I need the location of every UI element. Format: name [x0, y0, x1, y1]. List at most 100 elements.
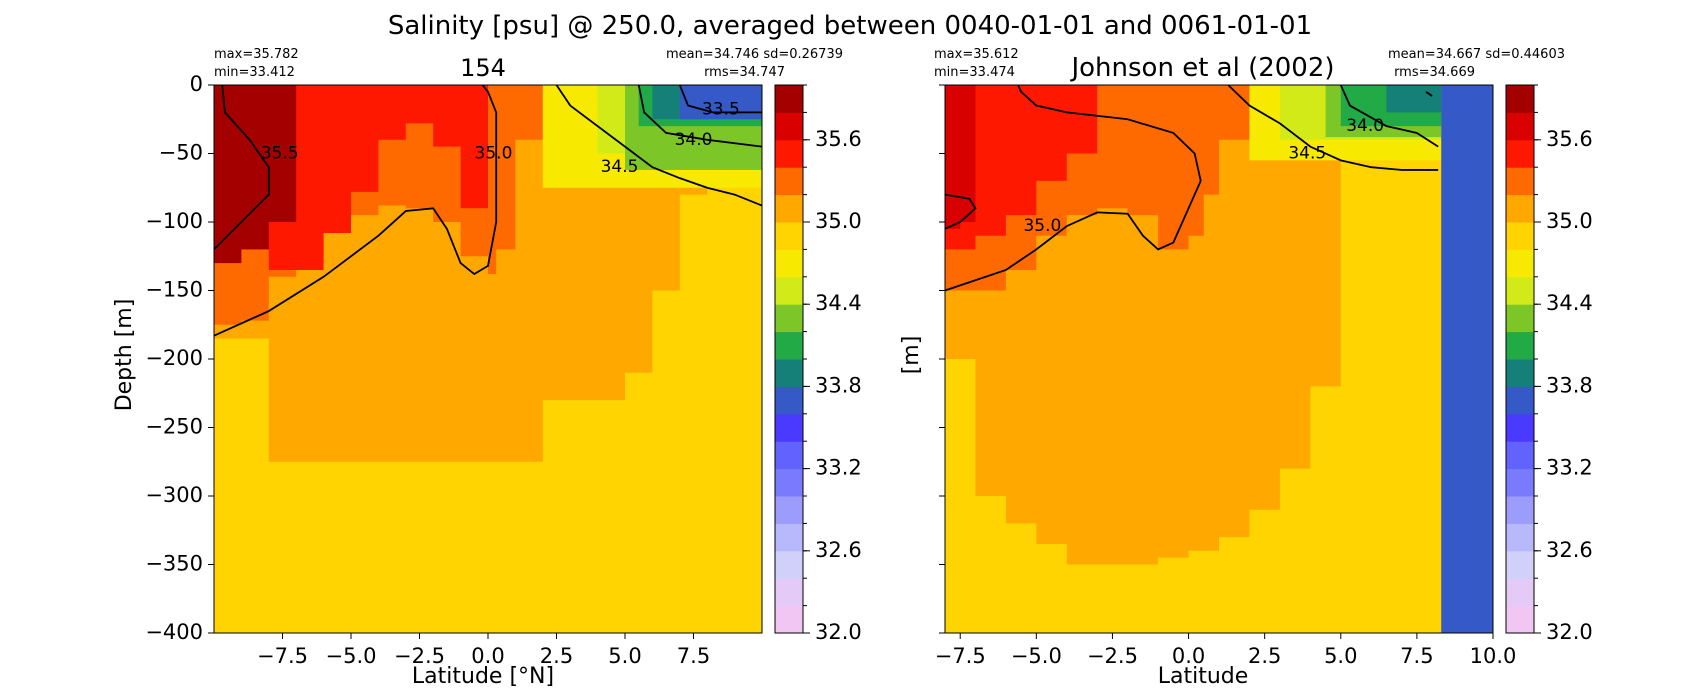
x-tick-label: 5.0 — [608, 644, 641, 668]
contour-label: 34.0 — [675, 130, 713, 150]
colorbar-swatch — [1506, 441, 1534, 470]
contour-label: 34.5 — [601, 157, 639, 177]
y-axis — [939, 84, 945, 634]
colorbar-tick-label: 34.4 — [815, 291, 862, 315]
contour-line-unlabeled — [945, 193, 977, 230]
y-tick-label: 0 — [190, 72, 203, 96]
x-tick-label: −7.5 — [257, 644, 308, 668]
y-tick-label: −100 — [145, 209, 203, 233]
contour-line-33.5 — [678, 85, 762, 114]
colorbar-tick-label: 33.8 — [1546, 373, 1593, 397]
stat-mean-sd: mean=34.667 sd=0.44603 — [1388, 47, 1565, 62]
y-tick-label: −50 — [159, 141, 203, 165]
salinity-patch-33.5 — [679, 85, 762, 120]
colorbar-swatch — [1506, 276, 1534, 305]
colorbar-swatch — [1506, 112, 1534, 141]
contour-label: 34.5 — [1288, 144, 1326, 164]
colorbar-swatch — [1506, 578, 1534, 607]
x-tick-label: 2.5 — [540, 644, 573, 668]
y-tick-label: −150 — [145, 278, 203, 302]
colorbar-swatch — [1506, 523, 1534, 552]
stat-max: max=35.782 — [214, 47, 299, 62]
x-tick-label: 0.0 — [1172, 644, 1205, 668]
heatmap-plot: 35.0 34.5 34.0 — [944, 84, 1494, 634]
y-tick-label: −250 — [145, 415, 203, 439]
colorbar-tick-label: 34.4 — [1546, 291, 1593, 315]
colorbar-tick-label: 32.6 — [1546, 538, 1593, 562]
colorbar-swatch — [775, 550, 803, 579]
contour-label: 35.0 — [1023, 216, 1061, 236]
colorbar-swatch — [775, 578, 803, 607]
stat-rms: rms=34.747 — [704, 65, 785, 80]
colorbar-swatch — [1506, 167, 1534, 196]
colorbar-swatch — [1506, 249, 1534, 278]
nodata-strip — [1441, 85, 1493, 633]
contour-line-34.5 — [1227, 85, 1439, 171]
colorbar-swatch — [1506, 468, 1534, 497]
y-axis-label: [m] — [899, 336, 924, 375]
colorbar-swatch — [1506, 550, 1534, 579]
stat-mean-sd: mean=34.746 sd=0.26739 — [666, 47, 843, 62]
colorbar-tick-label: 33.2 — [815, 456, 862, 480]
panel-johnson-2002: Johnson et al (2002) max=35.612 min=33.4… — [899, 47, 1593, 689]
x-tick-label: −2.5 — [1087, 644, 1138, 668]
contour-line-34.0 — [1339, 85, 1439, 148]
colorbar-swatch — [1506, 139, 1534, 168]
stat-min: min=33.412 — [214, 65, 295, 80]
colorbar-tick-label: 35.6 — [815, 127, 862, 151]
x-tick-label: −7.5 — [935, 644, 986, 668]
contour-label: 34.0 — [1346, 116, 1384, 136]
x-axis-label: Latitude [°N] — [412, 664, 554, 689]
plot-area: 35.0 34.5 34.0 — [945, 85, 1493, 633]
colorbar-swatch — [1506, 605, 1534, 634]
colorbar-swatch — [775, 331, 803, 360]
contour-line-35.0 — [214, 85, 498, 337]
contour-line-34.0 — [637, 85, 762, 148]
contour-line-35.5 — [214, 85, 270, 251]
contour-label: 33.5 — [702, 100, 740, 120]
colorbar-swatch — [775, 605, 803, 634]
stat-max: max=35.612 — [934, 47, 1019, 62]
x-tick-label: 10.0 — [1470, 644, 1517, 668]
y-tick-label: −300 — [145, 483, 203, 507]
salinity-patch-33.8 — [1386, 85, 1442, 113]
colorbar-swatch — [775, 85, 803, 113]
y-axis-label: Depth [m] — [112, 299, 137, 412]
colorbar-swatch — [775, 468, 803, 497]
colorbar-tick-label: 32.6 — [815, 538, 862, 562]
x-tick-label: −2.5 — [394, 644, 445, 668]
x-tick-label: −5.0 — [1011, 644, 1062, 668]
colorbar-swatch — [775, 386, 803, 415]
salinity-region-35.7 — [214, 85, 297, 264]
y-tick-label: −200 — [145, 346, 203, 370]
salinity-region-35.3 — [945, 85, 1098, 250]
colorbar-swatch — [1506, 304, 1534, 333]
colorbar-swatch — [775, 194, 803, 223]
colorbar-swatch — [1506, 331, 1534, 360]
colorbar-swatch — [775, 304, 803, 333]
colorbar: 32.0 32.6 33.2 33.8 34.4 35.0 35.6 — [774, 84, 862, 644]
colorbar-tick-label: 33.2 — [1546, 456, 1593, 480]
colorbar-tick-label: 35.0 — [815, 209, 862, 233]
panel-title: 154 — [460, 54, 506, 82]
colorbar-swatch — [775, 496, 803, 524]
colorbar-tick-label: 33.8 — [815, 373, 862, 397]
contour-label: 35.0 — [475, 144, 513, 164]
colorbar-tick-label: 35.0 — [1546, 209, 1593, 233]
colorbar-swatch — [1506, 359, 1534, 387]
colorbar-swatch — [1506, 222, 1534, 250]
x-tick-label: 7.5 — [677, 644, 710, 668]
figure-title: Salinity [psu] @ 250.0, averaged between… — [388, 11, 1312, 41]
x-tick-label: 2.5 — [1248, 644, 1281, 668]
contour-line-34.5 — [555, 85, 762, 207]
contour-line-unlabeled — [1425, 91, 1433, 97]
colorbar-swatch — [775, 222, 803, 250]
y-tick-label: −400 — [145, 620, 203, 644]
panel-title: Johnson et al (2002) — [1069, 53, 1334, 83]
colorbar-tick-label: 32.0 — [1546, 620, 1593, 644]
x-tick-label: 0.0 — [471, 644, 504, 668]
colorbar-swatch — [775, 112, 803, 141]
stat-rms: rms=34.669 — [1394, 65, 1475, 80]
colorbar-swatch — [1506, 386, 1534, 415]
